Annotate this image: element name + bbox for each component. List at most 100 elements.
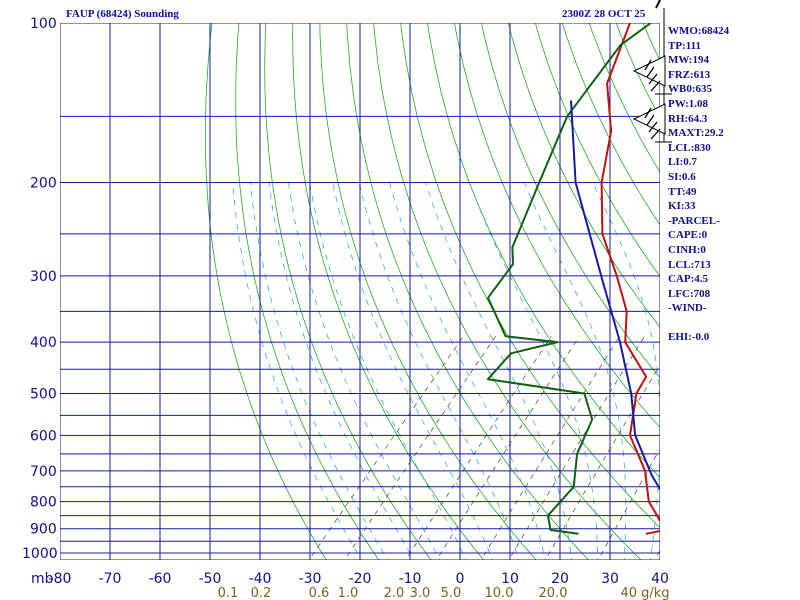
dry-adiabat bbox=[738, 0, 800, 564]
dry-adiabat bbox=[319, 23, 537, 560]
index-item: LCL:713 bbox=[668, 258, 711, 271]
mixing-ratio-line bbox=[597, 448, 660, 560]
temperature-tick-label: 30 bbox=[601, 571, 619, 587]
temperature-tick-label: 40 bbox=[651, 571, 669, 587]
temperature-tick-label: -40 bbox=[249, 571, 272, 587]
mixing-ratio-tick-label: 1.0 bbox=[338, 586, 359, 600]
wind-staff-tip bbox=[655, 0, 661, 9]
pressure-tick-label: 500 bbox=[30, 386, 57, 402]
dry-adiabat bbox=[264, 23, 432, 560]
wind-barb-icon bbox=[632, 55, 666, 92]
mixing-ratio-tick-label: 0.6 bbox=[309, 586, 330, 600]
index-item: WB0:635 bbox=[668, 83, 712, 96]
index-item: CINH:0 bbox=[668, 243, 706, 256]
moist-adiabat bbox=[523, 182, 627, 560]
temperature-tick-label: -20 bbox=[349, 571, 372, 587]
mixing-ratio-line bbox=[480, 336, 620, 560]
dry-adiabat bbox=[292, 23, 485, 560]
moist-adiabat bbox=[332, 182, 493, 560]
moist-adiabat bbox=[425, 182, 572, 560]
index-item: -PARCEL- bbox=[668, 214, 720, 227]
wind-barb-icon bbox=[632, 103, 666, 140]
mixing-ratio-line bbox=[654, 549, 660, 560]
index-item: FRZ:613 bbox=[668, 68, 711, 81]
temperature-tick-label: -10 bbox=[399, 571, 422, 587]
index-item: MW:194 bbox=[668, 54, 709, 67]
mixing-ratio-line bbox=[713, 336, 800, 564]
pressure-tick-label: 900 bbox=[30, 522, 57, 538]
sounding-traces bbox=[486, 23, 660, 535]
wind-profile bbox=[632, 0, 672, 143]
moist-adiabat bbox=[268, 182, 415, 560]
mixing-ratio-tick-label: 2.0 bbox=[384, 586, 405, 600]
mixing-ratio-line bbox=[343, 336, 497, 560]
index-item: RH:64.3 bbox=[668, 112, 708, 125]
index-item: CAPE:0 bbox=[668, 229, 708, 242]
temperature-tick-label: 20 bbox=[551, 571, 569, 587]
mixing-ratio-line bbox=[308, 336, 464, 560]
pressure-tick-label: 300 bbox=[30, 269, 57, 285]
dry-adiabat bbox=[764, 0, 800, 564]
pressure-unit-label: mb bbox=[31, 571, 54, 587]
mixing-ratio-line bbox=[508, 336, 645, 560]
sounding-title: FAUP (68424) Sounding bbox=[66, 8, 179, 20]
index-item: KI:33 bbox=[668, 200, 696, 213]
mixing-ratio-tick-label: 0.1 bbox=[218, 586, 239, 600]
index-item: PW:1.08 bbox=[668, 97, 709, 110]
moist-adiabat bbox=[250, 182, 388, 560]
mixing-ratio-tick-label: 5.0 bbox=[441, 586, 462, 600]
pressure-tick-label: 600 bbox=[30, 428, 57, 444]
mixing-ratio-tick-label: 3.0 bbox=[410, 586, 431, 600]
mixing-ratio-tick-label: 0.2 bbox=[251, 586, 272, 600]
pressure-tick-label: 100 bbox=[30, 16, 57, 32]
dry-adiabat bbox=[400, 23, 660, 529]
index-item: LI:0.7 bbox=[668, 156, 698, 169]
moist-adiabat bbox=[309, 182, 467, 560]
index-item: WMO:68424 bbox=[668, 25, 730, 37]
mixing-ratio-line bbox=[405, 336, 552, 560]
pressure-tick-label: 200 bbox=[30, 176, 57, 192]
pressure-tick-label: 1000 bbox=[22, 546, 58, 562]
index-item: TP:111 bbox=[668, 39, 702, 52]
index-item: LCL:830 bbox=[668, 141, 711, 154]
dewpoint-trace bbox=[486, 23, 652, 535]
moist-adiabat bbox=[232, 182, 362, 560]
pressure-tick-label: 700 bbox=[30, 464, 57, 480]
index-item: SI:0.6 bbox=[668, 170, 696, 183]
index-item: -WIND- bbox=[668, 302, 707, 315]
pressure-tick-label: 800 bbox=[30, 495, 57, 511]
temperature-tick-label: -70 bbox=[99, 571, 122, 587]
moist-adiabat bbox=[389, 182, 546, 560]
stability-indices-panel: WMO:68424 TP:111 MW:194 FRZ:613 WB0:635 PW:1.… bbox=[668, 24, 729, 345]
index-item: LFC:708 bbox=[668, 287, 711, 300]
moist-adiabat bbox=[288, 182, 441, 560]
temperature-tick-label: -50 bbox=[199, 571, 222, 587]
index-item: EHI:-0.0 bbox=[668, 331, 710, 344]
temperature-tick-label: -80 bbox=[49, 571, 72, 587]
mixing-ratio-tick-label: 10.0 bbox=[485, 586, 514, 600]
temperature-tick-label: 10 bbox=[501, 571, 519, 587]
index-item bbox=[668, 316, 729, 331]
mixing-ratio-tick-label: 40 g/kg bbox=[620, 586, 669, 600]
temperature-tick-label: 0 bbox=[456, 571, 465, 587]
temperature-tick-label: -30 bbox=[299, 571, 322, 587]
moist-adiabat bbox=[469, 182, 599, 560]
sounding-time: 2300Z 28 OCT 25 bbox=[562, 8, 646, 20]
isobars-isotherms bbox=[60, 23, 660, 560]
parcel-trace bbox=[570, 100, 660, 492]
pressure-tick-label: 400 bbox=[30, 335, 57, 351]
temperature-trace bbox=[600, 23, 660, 535]
index-item: TT:49 bbox=[668, 185, 697, 198]
index-item: MAXT:29.2 bbox=[668, 127, 724, 140]
index-item: CAP:4.5 bbox=[668, 273, 709, 286]
dry-adiabat bbox=[373, 23, 642, 560]
dry-adiabat bbox=[481, 23, 660, 379]
mixing-ratio-line bbox=[544, 364, 660, 560]
moist-adiabat bbox=[728, 183, 800, 565]
mixing-ratio-tick-label: 20.0 bbox=[539, 586, 568, 600]
temperature-tick-label: -60 bbox=[149, 571, 172, 587]
dry-adiabat bbox=[790, 0, 800, 564]
dry-adiabat bbox=[507, 23, 660, 328]
